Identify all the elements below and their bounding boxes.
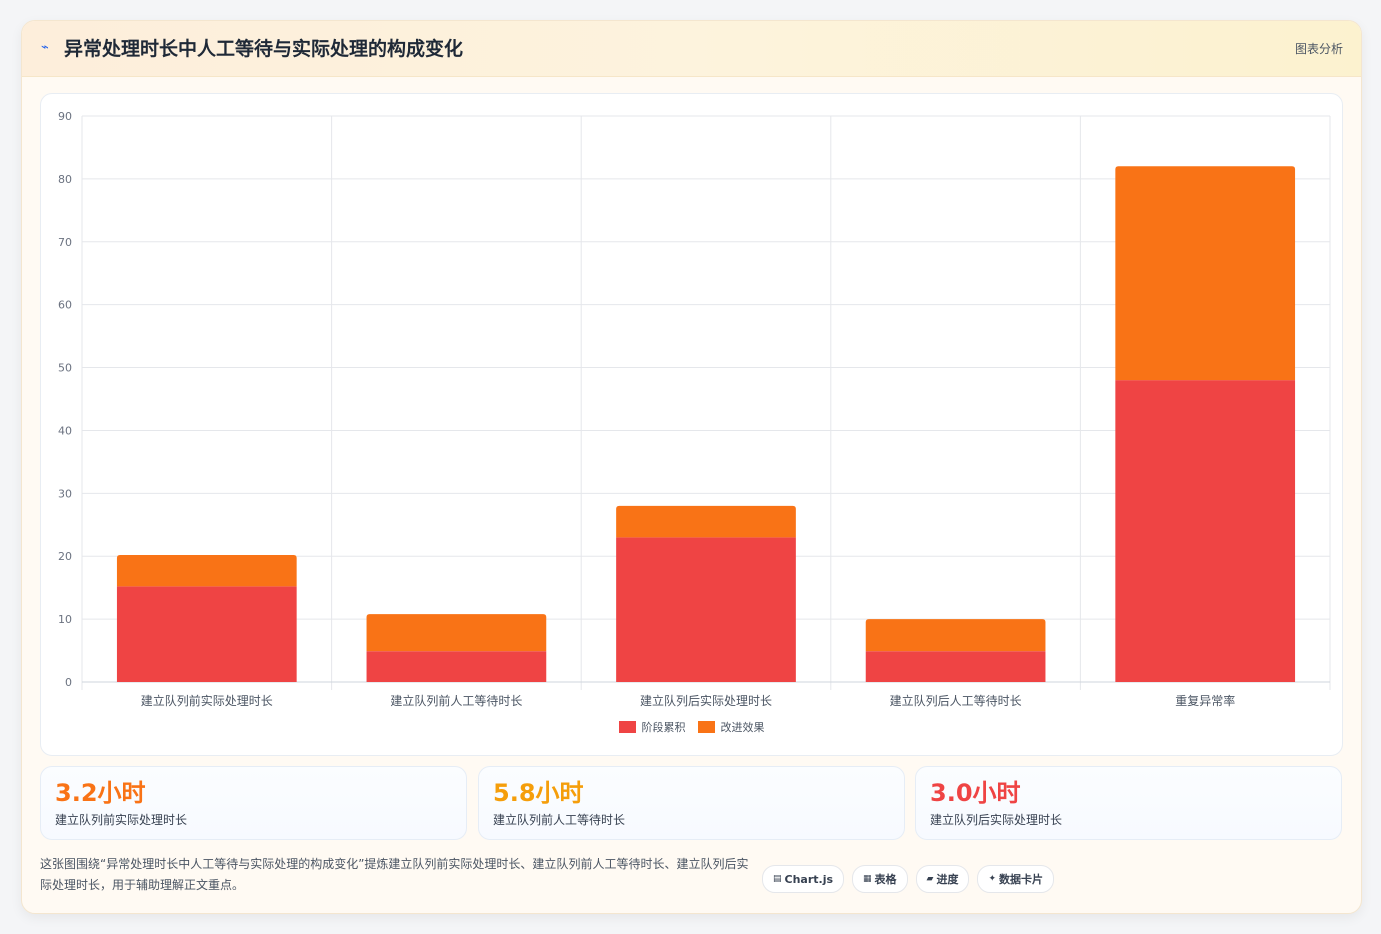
chart-description: 这张图围绕“异常处理时长中人工等待与实际处理的构成变化”提炼建立队列前实际处理时… (40, 857, 749, 892)
stat-label: 建立队列前实际处理时长 (55, 813, 188, 827)
legend-label: 阶段累积 (641, 721, 686, 734)
x-tick-label: 建立队列前人工等待时长 (390, 693, 522, 708)
chart-icon: ▤ (773, 874, 782, 884)
bar-segment (865, 619, 1046, 652)
bar-segment (865, 651, 1046, 682)
page-title: 异常处理时长中人工等待与实际处理的构成变化 (64, 38, 464, 60)
tag-chartjs[interactable]: ▤ Chart.js (762, 865, 845, 893)
y-tick-label: 90 (58, 110, 72, 123)
y-tick-label: 40 (58, 424, 72, 437)
stacked-bar-chart: 0 10 20 30 40 50 60 70 80 90 建立队列前实际处理时长 建立队列前人工等待时… (58, 110, 1331, 708)
tag-table[interactable]: ▦ 表格 (852, 865, 908, 893)
stat-label: 建立队列后实际处理时长 (930, 813, 1063, 827)
bar-segment (366, 614, 547, 652)
y-tick-label: 10 (58, 613, 72, 626)
tag-list: ▤ Chart.js ▦ 表格 ▰ 进度 ✦ 数据卡片 (762, 865, 1055, 893)
y-tick-label: 20 (58, 550, 72, 563)
stat-card: 3.2小时 建立队列前实际处理时长 (40, 766, 467, 840)
y-tick-label: 60 (58, 299, 72, 312)
stat-card: 3.0小时 建立队列后实际处理时长 (915, 766, 1342, 840)
tag-label: 进度 (936, 873, 959, 886)
legend-swatch (618, 721, 636, 733)
y-tick-label: 70 (58, 236, 72, 249)
legend-swatch (697, 721, 715, 733)
table-icon: ▦ (863, 874, 872, 884)
bar-segment (616, 537, 796, 682)
tag-progress[interactable]: ▰ 进度 (915, 865, 970, 893)
y-tick-label: 30 (58, 487, 72, 500)
y-tick-label: 80 (58, 173, 72, 186)
bar-segment (1115, 380, 1296, 682)
legend-label: 改进效果 (720, 721, 765, 734)
trend-icon: ⌁ (41, 40, 49, 55)
tag-data-card[interactable]: ✦ 数据卡片 (977, 865, 1055, 893)
x-tick-label: 建立队列前实际处理时长 (141, 693, 273, 708)
bar-segment (366, 651, 547, 682)
bar-segment (616, 505, 796, 538)
stat-label: 建立队列前人工等待时长 (493, 813, 626, 827)
chart-card: ⌁ 异常处理时长中人工等待与实际处理的构成变化 图表分析 0 10 20 30 40 50… (21, 20, 1362, 914)
x-tick-label: 建立队列后人工等待时长 (890, 693, 1022, 708)
x-tick-label: 建立队列后实际处理时长 (640, 693, 772, 708)
x-tick-label: 重复异常率 (1175, 693, 1235, 708)
chart-analysis-button[interactable]: 图表分析 (1294, 42, 1343, 56)
tag-label: 表格 (874, 873, 897, 886)
stat-value: 5.8小时 (493, 779, 584, 807)
y-tick-label: 0 (65, 676, 72, 689)
bar-segment (116, 586, 297, 682)
chart-panel: 0 10 20 30 40 50 60 70 80 90 建立队列前实际处理时长 建立队列前人工等待时… (40, 93, 1343, 756)
y-tick-label: 50 (58, 362, 72, 375)
bar-segment (116, 554, 297, 587)
progress-icon: ▰ (926, 874, 934, 884)
tag-label: Chart.js (784, 872, 834, 886)
legend-item-series-2[interactable]: 改进效果 (697, 718, 765, 736)
tag-label: 数据卡片 (999, 873, 1044, 886)
chart-legend: 阶段累积 改进效果 (41, 718, 1342, 736)
stat-value: 3.0小时 (930, 779, 1021, 807)
sparkle-icon: ✦ (988, 874, 997, 884)
legend-item-series-1[interactable]: 阶段累积 (618, 718, 686, 736)
stat-value: 3.2小时 (55, 779, 146, 807)
stat-card: 5.8小时 建立队列前人工等待时长 (478, 766, 905, 840)
bar-segment (1115, 166, 1296, 381)
card-header: ⌁ 异常处理时长中人工等待与实际处理的构成变化 图表分析 (22, 21, 1361, 77)
